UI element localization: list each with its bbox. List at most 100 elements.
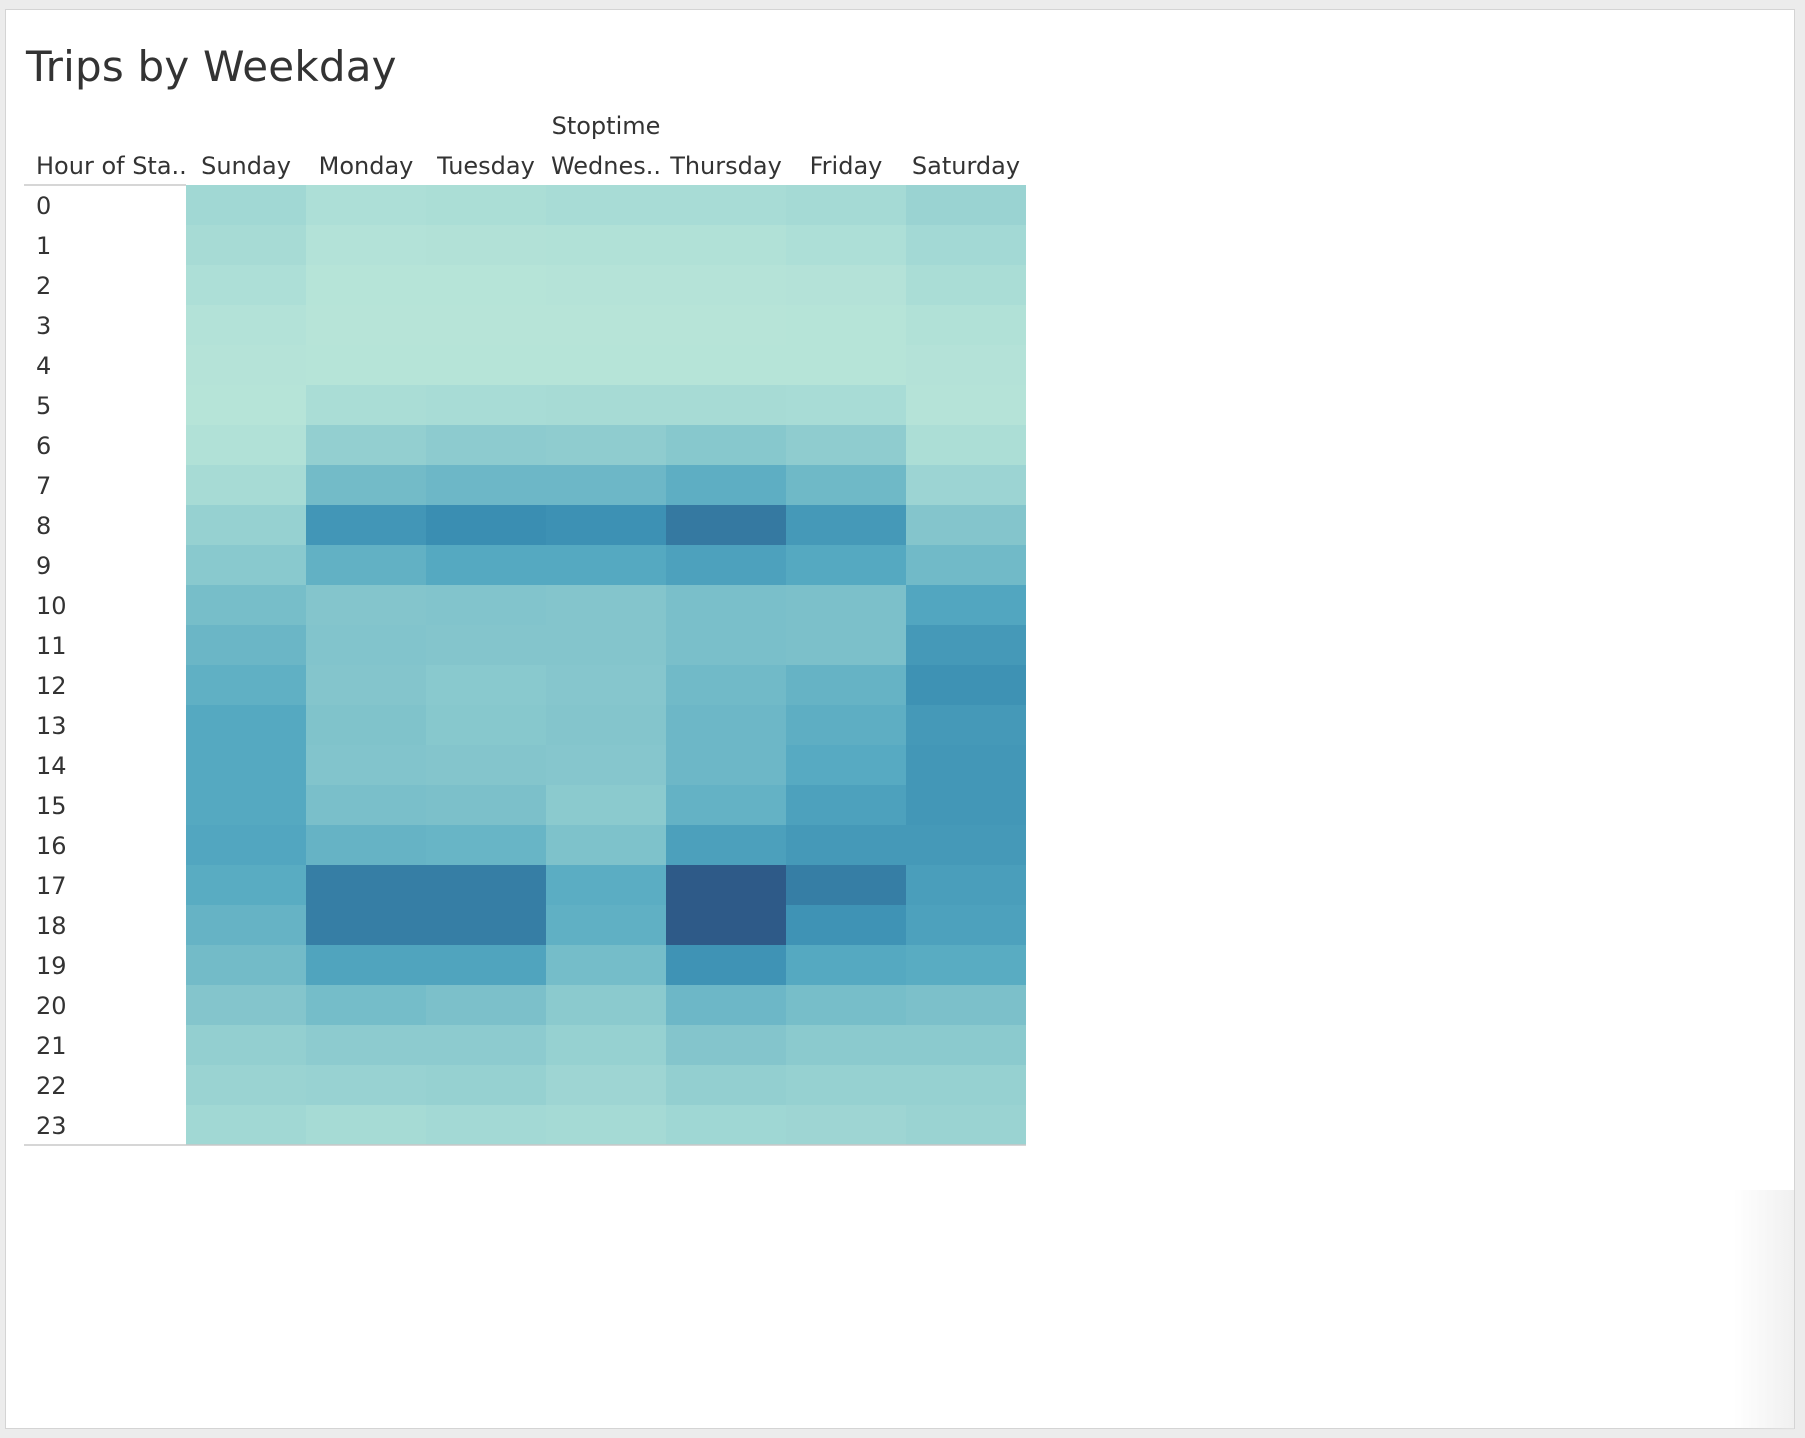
heatmap-cell <box>666 745 786 785</box>
heatmap-cell <box>186 305 306 345</box>
heatmap-cell <box>546 625 666 665</box>
heatmap-cell <box>786 265 906 305</box>
heatmap-cell <box>666 425 786 465</box>
column-header: Saturday <box>912 152 1020 180</box>
heatmap-cell <box>906 905 1026 945</box>
heatmap-cell <box>426 385 546 425</box>
heatmap-cell <box>666 705 786 745</box>
row-label: 18 <box>36 912 67 940</box>
heatmap-cell <box>186 785 306 825</box>
heatmap-cell <box>306 865 426 905</box>
worksheet-frame: Trips by Weekday Stoptime Hour of Sta.. … <box>5 9 1795 1430</box>
heatmap-cell <box>546 345 666 385</box>
heatmap-cell <box>426 425 546 465</box>
heatmap-cell <box>186 905 306 945</box>
heatmap-cell <box>426 785 546 825</box>
column-headers: Sunday Monday Tuesday Wednes.. Thursday Frida… <box>201 152 1020 180</box>
heatmap-cell <box>186 945 306 985</box>
heatmap-cell <box>786 905 906 945</box>
heatmap-cell <box>306 985 426 1025</box>
row-label: 7 <box>36 472 51 500</box>
heatmap-cell <box>666 865 786 905</box>
heatmap-cell <box>426 905 546 945</box>
heatmap-cell <box>426 1105 546 1145</box>
heatmap-cell <box>426 505 546 545</box>
row-label: 6 <box>36 432 51 460</box>
heatmap-cell <box>546 185 666 225</box>
heatmap-cell <box>906 1105 1026 1145</box>
heatmap-cell <box>786 665 906 705</box>
heatmap-cell <box>666 265 786 305</box>
heatmap-cell <box>786 305 906 345</box>
heatmap-cell <box>906 705 1026 745</box>
heatmap-cell <box>546 385 666 425</box>
heatmap-cell <box>786 945 906 985</box>
heatmap-cell <box>426 625 546 665</box>
heatmap-cell <box>546 425 666 465</box>
heatmap-cell <box>786 625 906 665</box>
heatmap-cell <box>426 665 546 705</box>
column-header: Wednes.. <box>551 152 661 180</box>
heatmap-cell <box>426 705 546 745</box>
heatmap-cell <box>426 865 546 905</box>
row-label: 0 <box>36 192 51 220</box>
heatmap-chart: Stoptime Hour of Sta.. Sunday Monday Tuesd… <box>24 112 1026 1146</box>
heatmap-cell <box>786 425 906 465</box>
heatmap-cell <box>186 545 306 585</box>
heatmap-cell <box>786 545 906 585</box>
heatmap-cell <box>546 705 666 745</box>
heatmap-cell <box>306 425 426 465</box>
heatmap-cell <box>426 1025 546 1065</box>
heatmap-cell <box>186 225 306 265</box>
heatmap-cell <box>906 745 1026 785</box>
heatmap-cell <box>186 345 306 385</box>
row-label: 13 <box>36 712 67 740</box>
heatmap-cell <box>306 745 426 785</box>
row-label: 20 <box>36 992 67 1020</box>
heatmap-cell <box>546 225 666 265</box>
heatmap-cell <box>666 665 786 705</box>
heatmap-cell <box>306 825 426 865</box>
heatmap-cell <box>546 1025 666 1065</box>
heatmap-cell <box>906 305 1026 345</box>
row-label: 5 <box>36 392 51 420</box>
row-label: 1 <box>36 232 51 260</box>
heatmap-cell <box>306 905 426 945</box>
heatmap-cell <box>186 985 306 1025</box>
heatmap-cell <box>306 1065 426 1105</box>
heatmap-cell <box>186 505 306 545</box>
column-header: Monday <box>319 152 414 180</box>
column-axis-title: Stoptime <box>552 112 661 140</box>
heatmap-cell <box>546 265 666 305</box>
heatmap-cell <box>666 785 786 825</box>
heatmap-cell <box>186 625 306 665</box>
heatmap-cell <box>666 625 786 665</box>
heatmap-cell <box>786 745 906 785</box>
heatmap-cell <box>906 665 1026 705</box>
heatmap-cell <box>186 465 306 505</box>
heatmap-cell <box>786 785 906 825</box>
heatmap-cell <box>786 185 906 225</box>
heatmap-cell <box>906 185 1026 225</box>
heatmap-cell <box>666 985 786 1025</box>
heatmap-cell <box>546 545 666 585</box>
heatmap-cell <box>906 1025 1026 1065</box>
heatmap-cell <box>186 825 306 865</box>
heatmap-cell <box>306 225 426 265</box>
heatmap-cell <box>546 665 666 705</box>
heatmap-cell <box>666 185 786 225</box>
row-label: 9 <box>36 552 51 580</box>
heatmap-cell <box>666 1105 786 1145</box>
heatmap-cell <box>786 1105 906 1145</box>
heatmap-cell <box>186 1065 306 1105</box>
row-label: 16 <box>36 832 67 860</box>
heatmap-cell <box>426 225 546 265</box>
heatmap-cell <box>906 345 1026 385</box>
heatmap-cell <box>666 545 786 585</box>
heatmap-cell <box>426 265 546 305</box>
row-label: 4 <box>36 352 51 380</box>
heatmap-cell <box>186 1025 306 1065</box>
heatmap-cell <box>426 465 546 505</box>
row-label: 21 <box>36 1032 67 1060</box>
